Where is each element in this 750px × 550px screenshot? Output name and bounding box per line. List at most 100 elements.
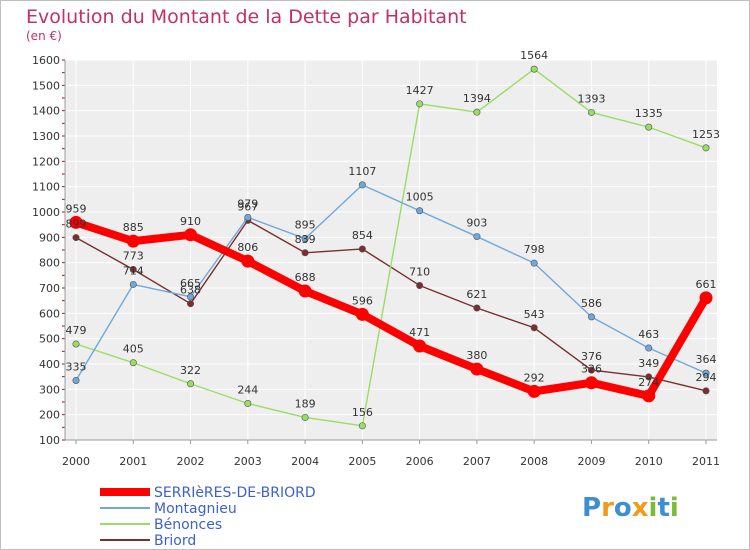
axes: 100 200 300 400 500 600 700 800 900 1000 1100 1200 1…	[32, 54, 720, 468]
x-tick-label: 2008	[520, 455, 548, 468]
data-point	[473, 108, 481, 116]
data-label: 1564	[520, 49, 548, 62]
data-point	[470, 362, 484, 376]
data-label: 959	[66, 202, 87, 215]
x-tick-label: 2009	[577, 455, 605, 468]
data-label: 638	[180, 284, 201, 297]
data-label: 688	[295, 271, 316, 284]
data-point	[72, 234, 80, 242]
y-tick-label: 300	[39, 383, 60, 396]
data-label: 1335	[635, 107, 663, 120]
data-label: 364	[696, 353, 717, 366]
data-point	[126, 234, 140, 248]
y-tick-label: 200	[39, 409, 60, 422]
data-label: 405	[123, 343, 144, 356]
data-point	[187, 293, 195, 301]
legend-label: Bénonces	[154, 517, 222, 533]
data-point	[530, 324, 538, 332]
data-point	[584, 376, 598, 390]
y-tick-label: 1400	[32, 105, 60, 118]
svg-text:Proxiti: Proxiti	[582, 493, 679, 523]
data-point	[187, 380, 195, 388]
x-tick-label: 2007	[463, 455, 491, 468]
data-label: 543	[524, 308, 545, 321]
data-label: 380	[466, 349, 487, 362]
data-point	[587, 108, 595, 116]
y-tick-label: 1200	[32, 155, 60, 168]
proxiti-logo: Proxiti	[582, 493, 679, 523]
data-label: 773	[123, 250, 144, 263]
y-tick-label: 400	[39, 358, 60, 371]
legend: SERRIèRES-DE-BRIORDMontagnieuBénoncesBri…	[100, 485, 316, 549]
data-point	[702, 369, 710, 377]
data-label: 967	[237, 200, 258, 213]
data-point	[702, 387, 710, 395]
y-tick-label: 1100	[32, 181, 60, 194]
data-point	[645, 123, 653, 131]
y-tick-label: 600	[39, 307, 60, 320]
x-tick-label: 2004	[291, 455, 319, 468]
data-label: 292	[524, 371, 545, 384]
legend-label: Montagnieu	[154, 501, 237, 517]
x-tick-label: 2010	[635, 455, 663, 468]
plot-area	[65, 60, 717, 440]
data-point	[244, 213, 252, 221]
data-point	[358, 422, 366, 430]
data-label: 349	[638, 357, 659, 370]
data-point	[702, 144, 710, 152]
data-label: 903	[466, 217, 487, 230]
y-tick-label: 800	[39, 257, 60, 270]
data-label: 1427	[406, 84, 434, 97]
data-point	[642, 389, 656, 403]
data-point	[129, 266, 137, 274]
legend-label: Briord	[154, 533, 196, 549]
data-label: 798	[524, 243, 545, 256]
data-point	[645, 344, 653, 352]
data-point	[587, 313, 595, 321]
data-point	[301, 235, 309, 243]
y-tick-label: 100	[39, 434, 60, 447]
y-tick-label: 1000	[32, 206, 60, 219]
y-tick-label: 500	[39, 333, 60, 346]
legend-label: SERRIèRES-DE-BRIORD	[154, 485, 316, 501]
data-point	[699, 291, 713, 305]
data-point	[129, 359, 137, 367]
data-point	[473, 304, 481, 312]
data-label: 376	[581, 350, 602, 363]
data-point	[187, 300, 195, 308]
series-line-2	[75, 68, 707, 427]
data-point	[355, 307, 369, 321]
data-point	[72, 376, 80, 384]
x-tick-label: 2003	[234, 455, 262, 468]
data-point	[645, 373, 653, 381]
data-point	[358, 181, 366, 189]
data-label: 463	[638, 328, 659, 341]
data-label: 1393	[577, 92, 605, 105]
y-tick-label: 1300	[32, 130, 60, 143]
data-point	[72, 340, 80, 348]
data-label: 586	[581, 297, 602, 310]
data-label: 710	[409, 265, 430, 278]
data-label: 1107	[348, 165, 376, 178]
chart-subtitle: (en €)	[26, 29, 62, 43]
y-tick-label: 700	[39, 282, 60, 295]
x-tick-label: 2011	[692, 455, 720, 468]
data-label: 714	[123, 264, 144, 277]
data-label: 274	[638, 376, 659, 389]
data-label: 596	[352, 294, 373, 307]
data-label: 1005	[406, 191, 434, 204]
data-labels: 899 773 638 967 839 854 710 621 543 376 349 294 479 4…	[66, 49, 721, 419]
data-point	[530, 65, 538, 73]
data-point	[473, 233, 481, 241]
data-point	[413, 339, 427, 353]
data-label: 156	[352, 406, 373, 419]
x-tick-label: 2006	[406, 455, 434, 468]
data-label: 621	[466, 288, 487, 301]
data-label: 189	[295, 397, 316, 410]
data-label: 479	[66, 324, 87, 337]
data-label: 806	[237, 241, 258, 254]
data-label: 665	[180, 277, 201, 290]
chart-title: Evolution du Montant de la Dette par Hab…	[26, 6, 467, 28]
data-label: 335	[66, 360, 87, 373]
data-point	[527, 384, 541, 398]
